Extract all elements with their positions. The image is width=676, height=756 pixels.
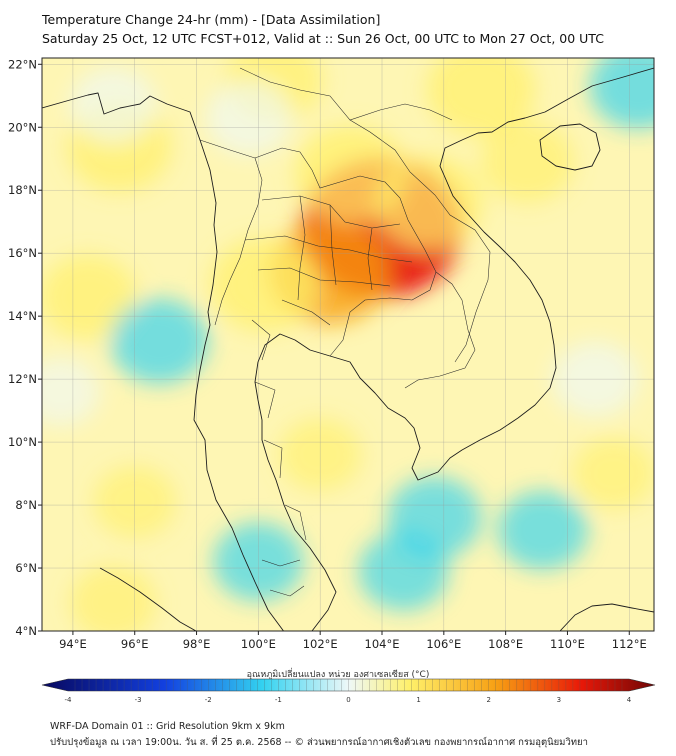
lon-tick-label: 112°E <box>612 637 647 651</box>
colorbar-ticks: -4 -3 -2 -1 0 1 2 3 4 <box>65 696 632 704</box>
lat-tick-label: 16°N <box>8 246 37 260</box>
colorbar-tick-label: -4 <box>65 696 73 704</box>
lon-tick-label: 96°E <box>121 637 149 651</box>
field-hotspot-10 <box>69 67 157 143</box>
grid-lines <box>42 58 654 631</box>
field-hotspot-14 <box>358 531 449 611</box>
boundary-thailand <box>254 147 437 357</box>
coastline-hainan <box>539 123 601 171</box>
lon-tick-label: 100°E <box>241 637 276 651</box>
admin-boundaries <box>199 67 491 597</box>
lon-tick-label: 104°E <box>365 637 400 651</box>
thai-provinces-b <box>251 319 307 541</box>
coastline-gulf-thailand <box>254 67 654 631</box>
field-hotspot-23 <box>572 437 654 510</box>
lon-tick-label: 106°E <box>426 637 461 651</box>
map-title: Temperature Change 24-hr (mm) - [Data As… <box>42 12 381 27</box>
field-hotspot-6 <box>426 58 536 137</box>
colorbar-tick-label: -1 <box>275 696 282 704</box>
field-hotspot-18 <box>42 357 101 427</box>
lon-tick-label: 108°E <box>488 637 523 651</box>
lat-tick-label: 14°N <box>8 309 37 323</box>
lat-tick-label: 18°N <box>8 183 37 197</box>
temperature-map: 94°E 96°E 98°E 100°E 102°E 104°E 106°E 108°E 110… <box>8 57 655 651</box>
lat-tick-label: 22°N <box>8 57 37 71</box>
map-subtitle: Saturday 25 Oct, 12 UTC FCST+012, Valid … <box>42 31 604 46</box>
coastline-borneo <box>559 603 654 631</box>
colorbar-label: อุณหภูมิเปลี่ยนแปลง หน่วย องศาเซลเซียส (… <box>246 670 430 680</box>
colorbar-tick-label: 1 <box>416 696 420 704</box>
field-hotspot-8 <box>42 254 138 340</box>
colorbar-tick-label: 2 <box>487 696 491 704</box>
footer-domain-info: WRF-DA Domain 01 :: Grid Resolution 9km … <box>50 721 285 732</box>
field-hotspot-11 <box>205 80 293 156</box>
coastline-sumatra <box>99 567 197 631</box>
lat-tick-label: 6°N <box>15 561 37 575</box>
field-hotspot-22 <box>69 565 157 631</box>
colorbar: -4 -3 -2 -1 0 1 2 3 4 <box>41 678 656 704</box>
colorbar-tick-label: 0 <box>346 696 350 704</box>
lat-tick-label: 4°N <box>15 624 37 638</box>
field-hotspot-19 <box>480 121 575 203</box>
boundary-myanmar <box>199 139 263 326</box>
malaysia-states <box>261 559 305 597</box>
field-hotspot-2 <box>210 237 319 332</box>
field-hotspot-15 <box>497 491 588 570</box>
colorbar-tick-label: -3 <box>135 696 142 704</box>
lon-tick-label: 94°E <box>59 637 87 651</box>
lon-tick-label: 98°E <box>183 637 211 651</box>
coastline-mainland <box>42 92 285 631</box>
field-hotspot-4 <box>294 125 408 224</box>
thai-provinces-a <box>244 195 413 326</box>
boundary-china <box>239 67 453 121</box>
coastlines <box>42 67 654 631</box>
colorbar-tick-label: 4 <box>627 696 632 704</box>
axis-ticks: 94°E 96°E 98°E 100°E 102°E 104°E 106°E 108°E 110… <box>8 57 647 651</box>
colorbar-tick-label: 3 <box>557 696 561 704</box>
field-hotspot-9 <box>110 298 209 384</box>
lat-tick-label: 12°N <box>8 372 37 386</box>
plot-frame <box>41 57 655 632</box>
colorbar-segments <box>74 679 623 691</box>
field-hotspot-17 <box>589 58 654 129</box>
boundary-cambodia <box>404 271 476 389</box>
lon-tick-label: 102°E <box>303 637 338 651</box>
lon-tick-label: 110°E <box>550 637 585 651</box>
boundary-laos-vietnam <box>349 119 491 363</box>
lat-tick-label: 20°N <box>8 120 37 134</box>
map-panel: 94°E 96°E 98°E 100°E 102°E 104°E 106°E 108°E 110… <box>8 57 655 651</box>
colorbar-tick-label: -2 <box>205 696 212 704</box>
footer-update-info: ปรับปรุงข้อมูล ณ เวลา 19:00น. วัน ส. ที่… <box>50 737 588 748</box>
lat-tick-label: 8°N <box>15 498 37 512</box>
lat-tick-label: 10°N <box>8 435 37 449</box>
